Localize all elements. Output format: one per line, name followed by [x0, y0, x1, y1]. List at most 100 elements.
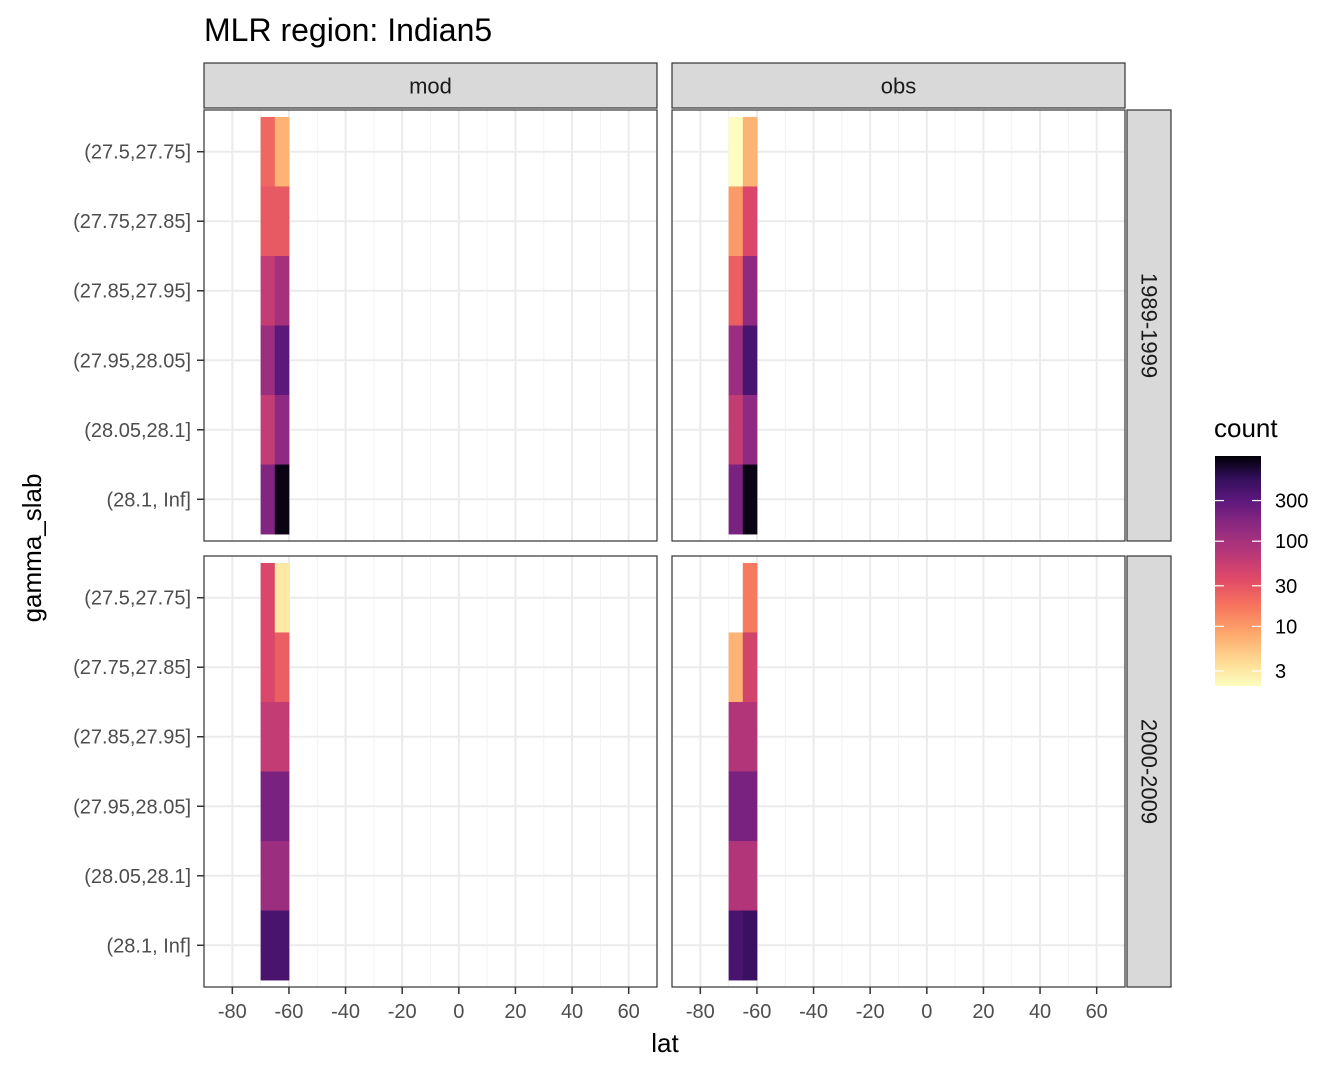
legend-label: 300 [1275, 491, 1308, 513]
heat-tile [742, 186, 758, 257]
strip-label-mod: mod [409, 74, 452, 99]
panel-mod-1989-1999 [203, 109, 658, 542]
heat-tile [274, 910, 290, 981]
heat-tile [260, 562, 276, 633]
heat-tile [274, 841, 290, 911]
strip-2000-2009 [1126, 555, 1172, 988]
panel-obs-1989-1999 [671, 109, 1126, 542]
heat-tile [728, 464, 744, 535]
heat-tile [260, 325, 276, 396]
y-tick-label: (27.95,28.05] [73, 796, 191, 818]
x-tick-label: 0 [453, 1001, 464, 1023]
heat-tile [728, 186, 744, 257]
x-tick-label: 40 [561, 1001, 583, 1023]
heat-tile [742, 464, 758, 535]
legend-label: 30 [1275, 576, 1297, 598]
heat-tile [728, 841, 744, 911]
y-axis-title: gamma_slab [17, 474, 47, 623]
x-tick-label: -20 [856, 1001, 885, 1023]
heat-tile [742, 562, 758, 633]
heat-tile [742, 632, 758, 703]
heat-tile [260, 255, 276, 326]
heat-tile [260, 186, 276, 257]
x-tick-label: 40 [1029, 1001, 1051, 1023]
heat-tile [742, 395, 758, 465]
legend-colorbar [1215, 456, 1261, 686]
heat-tile [742, 701, 758, 772]
heat-tile [260, 910, 276, 981]
legend-label: 10 [1275, 616, 1297, 638]
x-tick-label: -40 [799, 1001, 828, 1023]
heat-tile [274, 464, 290, 535]
heat-tile [260, 116, 276, 187]
strip-label-obs: obs [881, 74, 916, 99]
legend-label: 100 [1275, 531, 1308, 553]
heat-tile [274, 562, 290, 633]
heat-tile [742, 841, 758, 911]
heat-tile [728, 632, 744, 703]
panel-obs-2000-2009 [671, 555, 1126, 988]
heat-tile [742, 325, 758, 396]
heat-tile [728, 910, 744, 981]
x-tick-label: -20 [388, 1001, 417, 1023]
heat-tile [728, 255, 744, 326]
legend-label: 3 [1275, 661, 1286, 683]
heat-tile [742, 910, 758, 981]
x-tick-label: -60 [274, 1001, 303, 1023]
x-tick-label: 60 [1086, 1001, 1108, 1023]
y-tick-label: (28.1, Inf] [107, 489, 192, 511]
y-tick-label: (27.85,27.95] [73, 281, 191, 303]
heat-tile [728, 395, 744, 465]
heat-tile [742, 116, 758, 187]
x-tick-label: -80 [218, 1001, 247, 1023]
panel-border [203, 109, 658, 542]
heat-tile [260, 771, 276, 842]
strip-1989-1999 [1126, 109, 1172, 542]
x-tick-label: 20 [504, 1001, 526, 1023]
heat-tile [742, 255, 758, 326]
y-tick-label: (27.5,27.75] [84, 588, 191, 610]
panel-border [671, 555, 1126, 988]
strip-mod [203, 62, 658, 109]
heat-tile [274, 186, 290, 257]
y-tick-label: (28.05,28.1] [84, 420, 191, 442]
y-tick-label: (28.1, Inf] [107, 935, 192, 957]
strip-obs [671, 62, 1126, 109]
heat-tile [260, 841, 276, 911]
strip-label-2000-2009: 2000-2009 [1137, 719, 1162, 824]
y-tick-label: (28.05,28.1] [84, 866, 191, 888]
chart-title: MLR region: Indian5 [204, 12, 492, 48]
x-tick-label: -60 [742, 1001, 771, 1023]
x-tick-label: 20 [972, 1001, 994, 1023]
heat-tile [274, 116, 290, 187]
y-tick-label: (27.5,27.75] [84, 142, 191, 164]
heat-tile [728, 701, 744, 772]
heat-tile [728, 325, 744, 396]
heat-tile [274, 771, 290, 842]
heat-tile [274, 701, 290, 772]
heat-tile [274, 395, 290, 465]
panels-layer: mod obs 1989-1999 2000-2009 [203, 62, 1172, 988]
heat-tile [274, 325, 290, 396]
x-tick-label: -40 [331, 1001, 360, 1023]
legend-title: count [1214, 413, 1278, 443]
x-tick-label: -80 [686, 1001, 715, 1023]
heat-tile [274, 255, 290, 326]
x-axis-title: lat [651, 1028, 679, 1058]
panel-mod-2000-2009 [203, 555, 658, 988]
heat-tile [274, 632, 290, 703]
strip-label-1989-1999: 1989-1999 [1137, 273, 1162, 378]
panel-border [203, 555, 658, 988]
heat-tile [728, 116, 744, 187]
y-tick-label: (27.75,27.85] [73, 657, 191, 679]
x-tick-label: 0 [921, 1001, 932, 1023]
heat-tile [260, 632, 276, 703]
y-tick-label: (27.75,27.85] [73, 211, 191, 233]
heat-tile [260, 701, 276, 772]
heat-tile [742, 771, 758, 842]
y-tick-label: (27.95,28.05] [73, 350, 191, 372]
axes-layer: (27.5,27.75] (27.75,27.85] (27.85,27.95] (2… [73, 142, 1108, 1023]
panel-border [671, 109, 1126, 542]
x-tick-label: 60 [618, 1001, 640, 1023]
